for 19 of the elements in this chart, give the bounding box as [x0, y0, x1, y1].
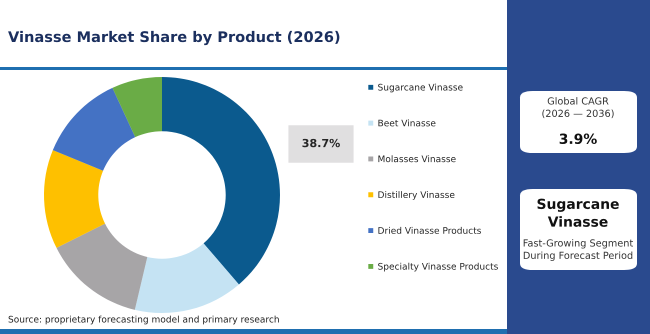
chart-title: Vinasse Market Share by Product (2026) [8, 30, 340, 46]
text: Global CAGR (2026 — 2036) [542, 97, 614, 118]
legend-label: Molasses Vinasse [378, 155, 456, 162]
text: 3.9% [560, 134, 597, 144]
donut-slice [162, 77, 280, 284]
source-note: Source: proprietary forecasting model and primary research [8, 316, 279, 324]
legend-label: Beet Vinasse [378, 119, 436, 126]
text: Fast-Growing Segment During Forecast Period [524, 239, 634, 261]
text: Sugarcane Vinasse [538, 198, 619, 227]
legend-label: Dried Vinasse Products [378, 226, 481, 234]
donut-slice [56, 224, 148, 310]
donut-slice [52, 88, 136, 171]
legend-label: Distillery Vinasse [378, 191, 454, 200]
legend-label: Specialty Vinasse Products [378, 262, 498, 272]
legend-label: Sugarcane Vinasse [378, 84, 463, 92]
donut-slice [112, 77, 162, 138]
donut-slice [44, 150, 106, 248]
donut-slice [134, 243, 239, 313]
data-label: 38.7% [302, 138, 340, 148]
